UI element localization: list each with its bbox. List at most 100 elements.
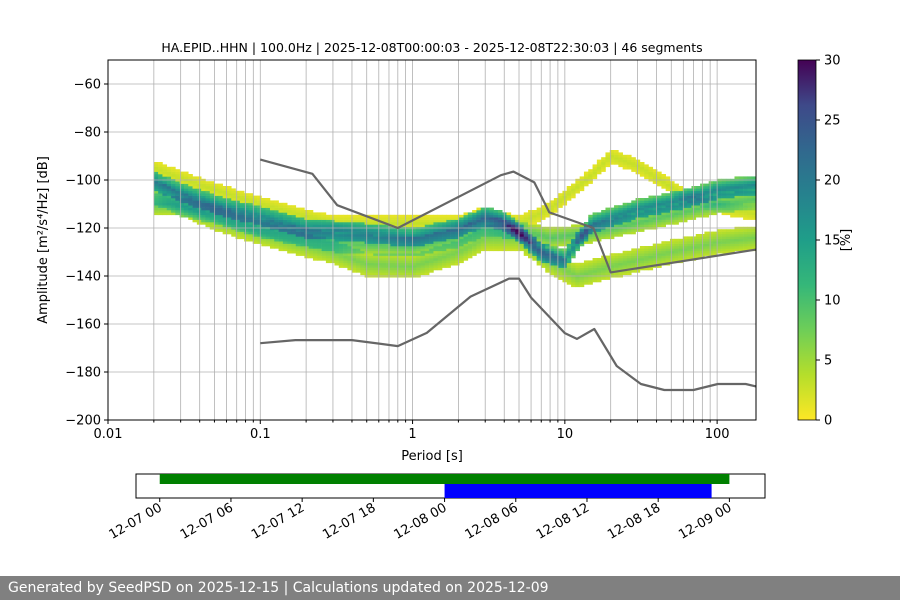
heatmap-cell <box>386 265 391 268</box>
heatmap-cell <box>171 198 176 201</box>
heatmap-cell <box>433 217 439 220</box>
heatmap-cell <box>497 224 503 228</box>
heatmap-cell <box>287 250 292 254</box>
heatmap-cell <box>661 200 666 204</box>
heatmap-cell <box>639 246 645 249</box>
heatmap-cell <box>454 234 460 237</box>
heatmap-cell <box>644 217 649 220</box>
heatmap-cell <box>657 243 662 247</box>
heatmap-cell <box>269 200 275 204</box>
heatmap-cell <box>381 258 387 261</box>
heatmap-cell <box>648 214 654 218</box>
heatmap-cell <box>751 202 757 206</box>
heatmap-cell <box>665 241 671 244</box>
heatmap-cell <box>734 176 740 180</box>
heatmap-cell <box>244 231 249 235</box>
heatmap-cell <box>252 217 258 220</box>
heatmap-cell <box>579 272 585 276</box>
timeline-ticks: 12-07 00 12-07 06 12-07 12 12-07 18 12-08 00… <box>107 498 734 543</box>
heatmap-cell <box>442 248 447 252</box>
heatmap-cell <box>222 214 228 218</box>
heatmap-cell <box>205 217 211 220</box>
heatmap-cell <box>751 214 757 218</box>
heatmap-cell <box>493 219 499 223</box>
heatmap-cell <box>730 202 735 206</box>
heatmap-cell <box>695 234 701 237</box>
heatmap-cell <box>592 234 598 237</box>
heatmap-cell <box>454 217 460 220</box>
heatmap-cell <box>648 198 654 201</box>
heatmap-cell <box>583 229 589 232</box>
heatmap-cell <box>738 183 744 187</box>
heatmap-cell <box>317 243 322 247</box>
heatmap-cell <box>222 231 228 235</box>
heatmap-cell <box>407 253 413 256</box>
heatmap-cell <box>601 212 606 216</box>
heatmap-cell <box>394 217 400 220</box>
heatmap-cell <box>665 183 671 187</box>
heatmap-cell <box>158 162 163 165</box>
heatmap-cell <box>545 270 550 273</box>
heatmap-cell <box>420 241 426 244</box>
heatmap-cell <box>738 193 744 196</box>
heatmap-cell <box>317 246 322 249</box>
heatmap-cell <box>407 231 413 235</box>
heatmap-cell <box>390 265 395 268</box>
heatmap-cell <box>407 267 413 271</box>
heatmap-cell <box>373 219 378 223</box>
heatmap-cell <box>545 246 550 249</box>
heatmap-cell <box>669 241 675 244</box>
heatmap-cell <box>278 210 284 213</box>
heatmap-cell <box>639 250 645 254</box>
heatmap-cell <box>751 207 757 211</box>
heatmap-cell <box>618 164 623 168</box>
heatmap-cell <box>609 210 615 213</box>
heatmap-cell <box>687 253 692 256</box>
heatmap-cell <box>622 270 628 273</box>
heatmap-cell <box>614 222 619 225</box>
heatmap-cell <box>725 229 731 232</box>
heatmap-cell <box>214 217 219 220</box>
heatmap-cell <box>657 250 662 254</box>
heatmap-cell <box>575 282 580 285</box>
heatmap-cell <box>171 202 176 206</box>
heatmap-cell <box>381 262 387 266</box>
heatmap-cell <box>536 243 542 247</box>
heatmap-cell <box>743 210 748 213</box>
heatmap-cell <box>738 190 744 194</box>
heatmap-cell <box>558 267 563 271</box>
heatmap-cell <box>661 212 666 216</box>
heatmap-cell <box>626 207 632 211</box>
heatmap-cell <box>480 238 486 242</box>
heatmap-cell <box>601 214 606 218</box>
heatmap-cell <box>209 198 215 201</box>
heatmap-cell <box>235 224 241 228</box>
heatmap-cell <box>424 272 430 276</box>
heatmap-cell <box>338 246 344 249</box>
heatmap-cell <box>325 248 331 252</box>
heatmap-cell <box>489 229 494 232</box>
heatmap-cell <box>583 174 589 177</box>
heatmap-cell <box>201 181 206 184</box>
heatmap-cell <box>454 258 460 261</box>
heatmap-cell <box>571 234 576 237</box>
heatmap-cell <box>596 234 602 237</box>
heatmap-cell <box>579 270 585 273</box>
heatmap-cell <box>730 214 735 218</box>
heatmap-cell <box>325 231 331 235</box>
heatmap-cell <box>429 260 434 264</box>
heatmap-cell <box>717 205 722 208</box>
heatmap-cell <box>657 246 662 249</box>
heatmap-cell <box>596 164 602 168</box>
heatmap-cell <box>205 190 211 194</box>
timeline-tick-label: 12-07 18 <box>320 500 378 542</box>
heatmap-cell <box>429 243 434 247</box>
heatmap-cell <box>351 267 357 271</box>
heatmap-cell <box>231 217 236 220</box>
heatmap-cell <box>669 207 675 211</box>
heatmap-cell <box>575 183 580 187</box>
heatmap-cell <box>308 255 314 259</box>
heatmap-cell <box>394 234 400 237</box>
heatmap-cell <box>278 207 284 211</box>
heatmap-cell <box>648 202 654 206</box>
